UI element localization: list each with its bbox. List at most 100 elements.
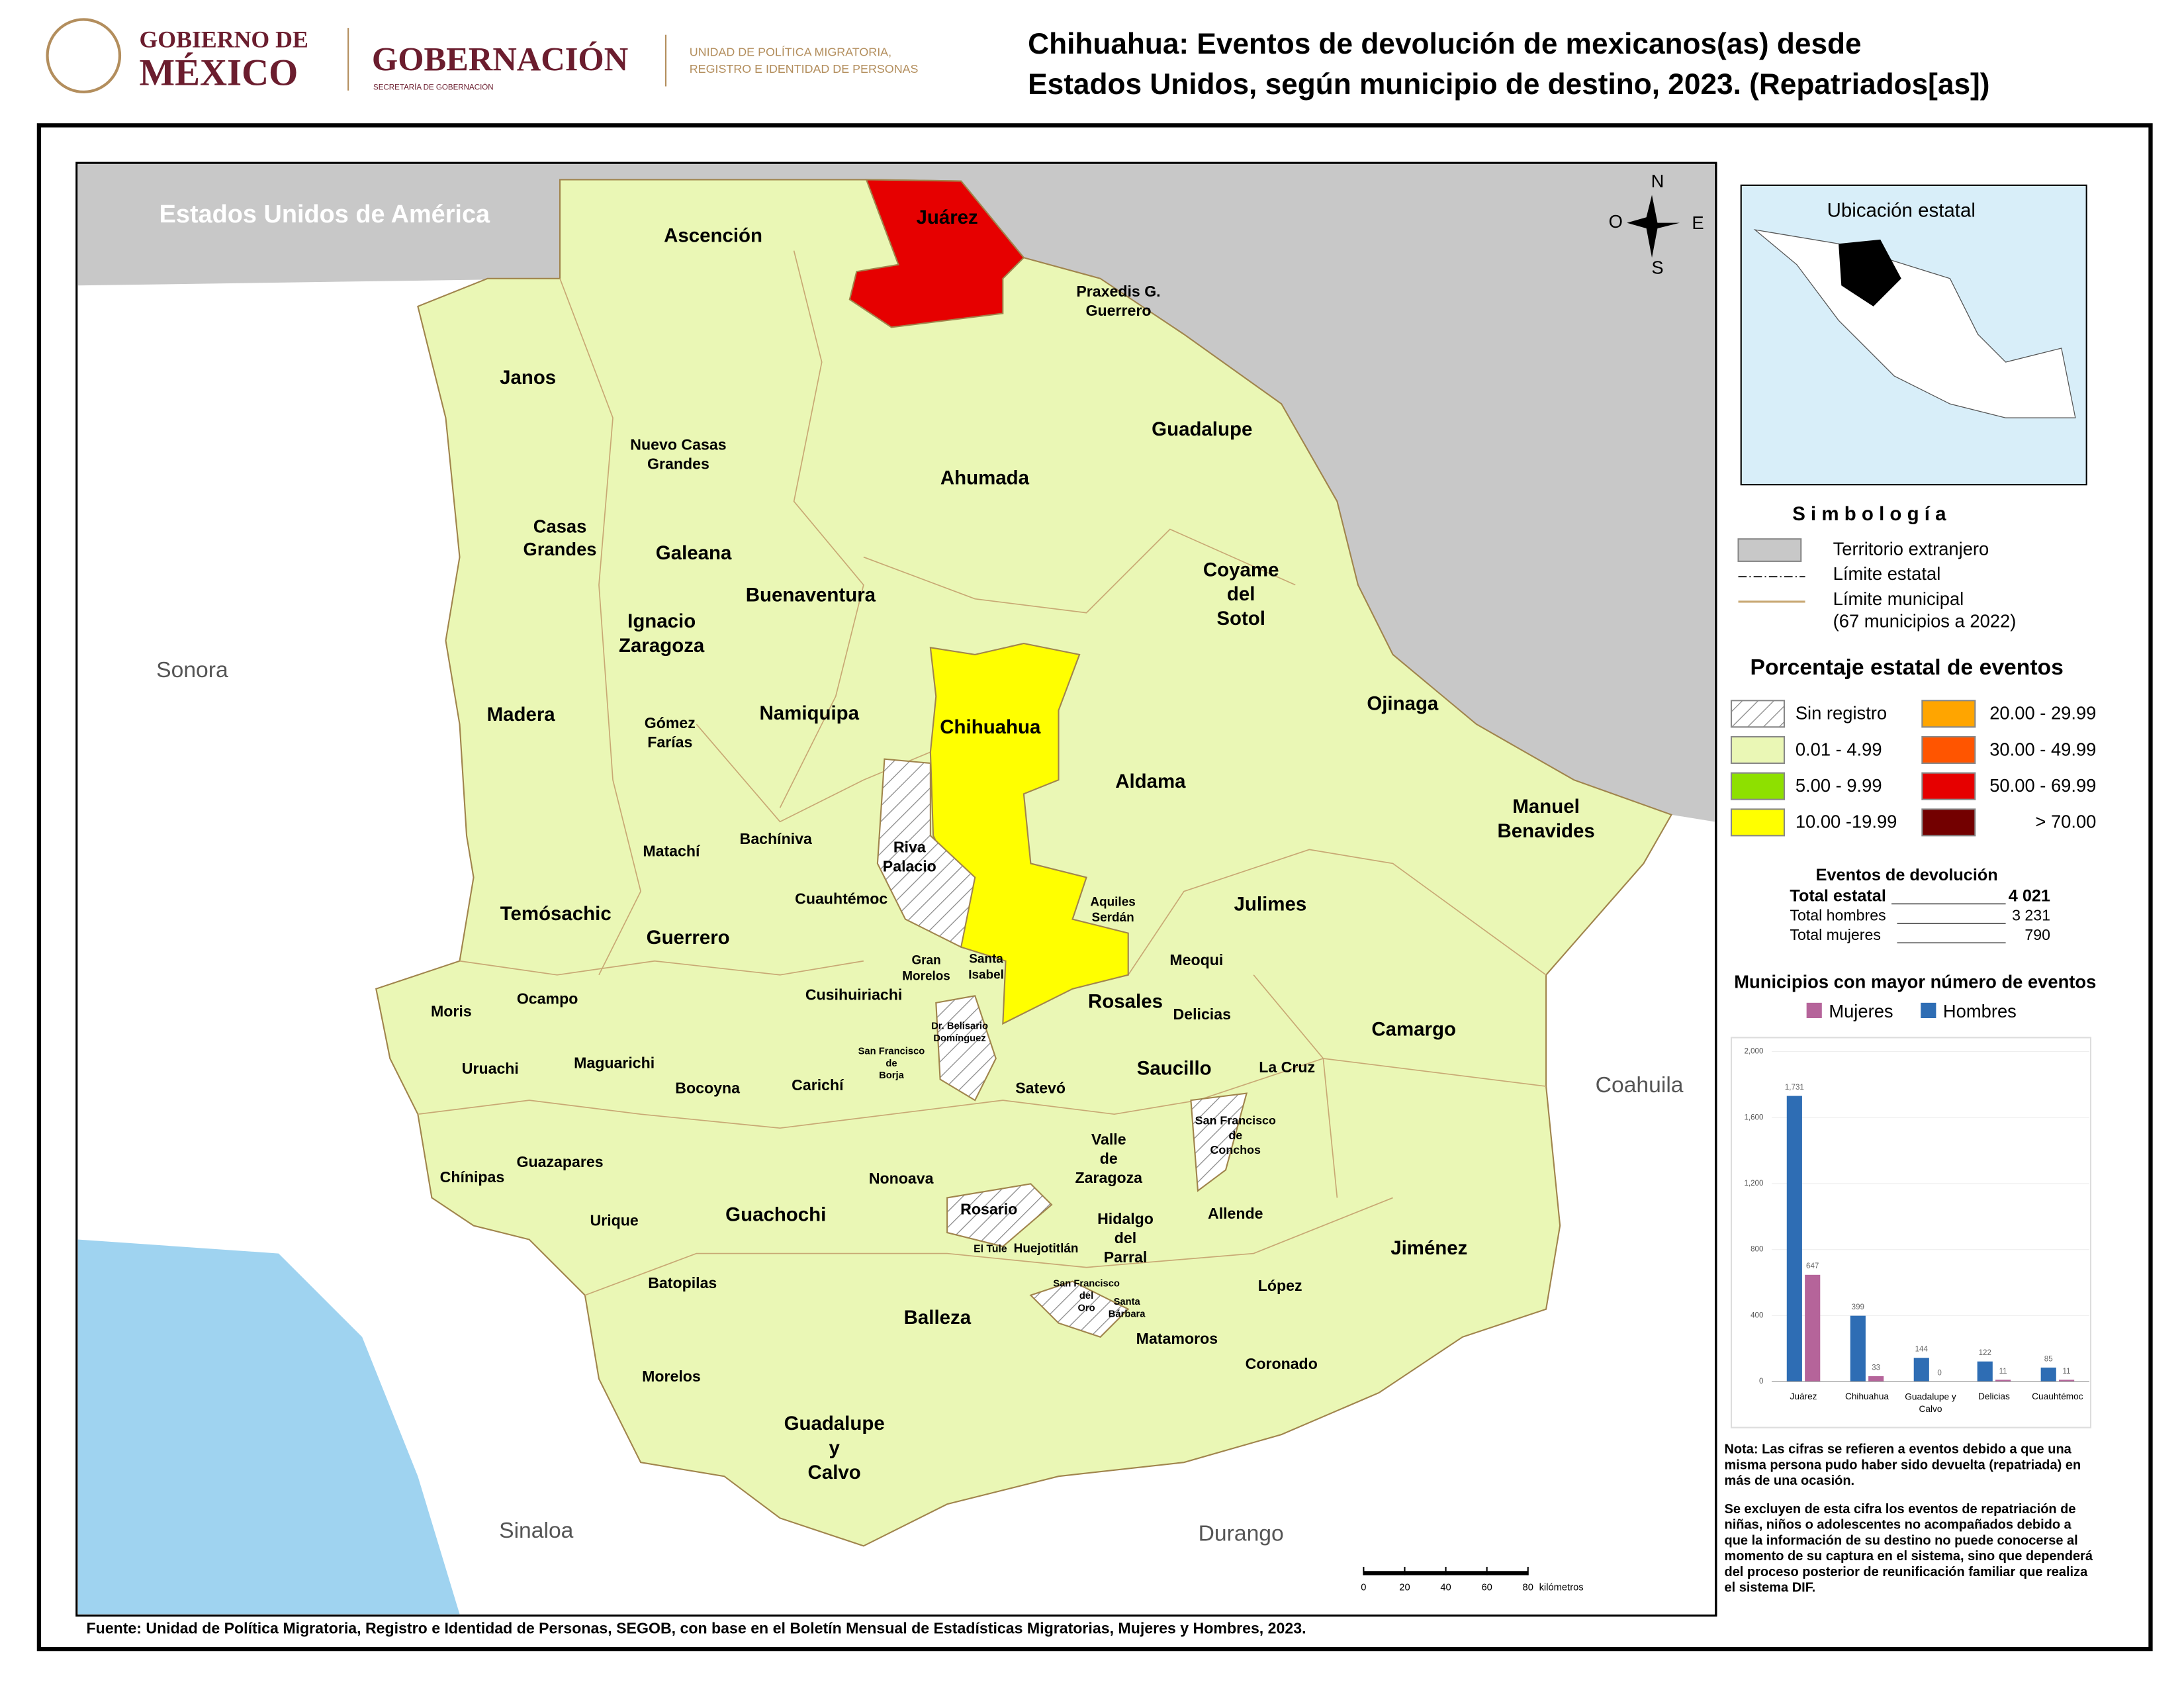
x-tick-label: Chihuahua [1845,1391,1889,1401]
municipality-label: Delicias [1173,1006,1231,1023]
legend-swatch [1730,808,1786,837]
municipality-label: Satevó [1015,1079,1066,1096]
logo-text: MÉXICO [139,52,298,94]
municipality-label: Bárbara [1109,1309,1146,1320]
municipality-label: Aldama [1115,771,1186,792]
municipality-label: Morelos [902,969,950,983]
symbology-title: S i m b o l o g í a [1792,503,1946,525]
municipality-label: Guazapares [516,1153,603,1170]
neighbor-label: Durango [1199,1521,1284,1546]
note: Nota: Las cifras se refieren a eventos d… [1724,1442,2071,1457]
municipality-label: Chínipas [440,1168,505,1186]
events-label: Total mujeres [1790,926,1881,943]
municipality-label: Guerrero [1085,302,1151,319]
legend-label: 0.01 - 4.99 [1796,739,1882,759]
neighbor-label: Coahuila [1596,1073,1684,1098]
municipality-label: Bocoyna [675,1079,741,1096]
municipality-label: Serdán [1091,911,1134,925]
legend-swatch [1921,700,1976,728]
note: niñas, niños o adolescentes no acompañad… [1724,1518,2071,1532]
logo-text: GOBERNACIÓN [372,40,628,77]
municipality-label: Aquiles [1090,895,1135,909]
municipality-label: Ahumada [940,467,1030,489]
title: Estados Unidos, según municipio de desti… [1028,68,1989,101]
data-label: 33 [1872,1364,1880,1372]
municipality-label: Meoqui [1169,951,1223,968]
title: Chihuahua: Eventos de devolución de mexi… [1028,28,1861,60]
outer-frame [36,123,2153,1652]
symbology-item: Límite estatal [1833,563,1941,584]
data-label: 144 [1915,1346,1929,1354]
chart-frame [1730,1037,2092,1429]
bar [1977,1361,1993,1382]
symbology-item: Territorio extranjero [1833,538,1989,559]
bar [1805,1274,1821,1382]
municipality-label: Santa [969,953,1003,966]
municipality-label: Praxedis G. [1076,283,1160,300]
y-tick-label: 0 [1759,1378,1763,1385]
municipality-label: Ojinaga [1367,692,1439,714]
note: que la información de su destino no pued… [1724,1533,2077,1548]
municipality-label: Namiquipa [760,702,860,724]
legend-label: 30.00 - 49.99 [1989,739,2096,759]
data-label: 85 [2044,1355,2053,1363]
municipality-label: Ocampo [517,990,578,1008]
municipality-label: Valle [1091,1131,1126,1148]
municipality-label: Isabel [968,968,1004,982]
inset-chihuahua [1839,239,1901,306]
municipality-label: Nuevo Casas [630,436,726,453]
municipality-label: Urique [590,1211,638,1229]
municipality-label: Balleza [904,1307,972,1329]
municipality-label: del [1227,583,1255,605]
municipality-label: Zaragoza [1075,1169,1143,1186]
municipality-label: Santa [1114,1297,1141,1307]
municipality-label: Chihuahua [940,716,1041,738]
municipality-label: Domínguez [933,1033,985,1044]
municipality-label: del [1079,1291,1093,1301]
municipality-label: Conchos [1210,1143,1261,1156]
x-tick-label: Juárez [1790,1391,1817,1401]
municipality-label: y [829,1437,840,1459]
municipality-label: Juárez [916,207,978,228]
y-tick-label: 2,000 [1744,1048,1763,1056]
legend-label: 20.00 - 29.99 [1989,703,2096,724]
municipality-label: Huejotitlán [1014,1242,1079,1256]
municipality-label: Coyame [1203,559,1279,581]
source: Fuente: Unidad de Política Migratoria, R… [86,1620,1306,1637]
municipality-label: Madera [487,704,556,726]
municipality-label: Buenaventura [746,584,876,606]
municipality-label: Bachíniva [740,830,813,847]
events-label: Total hombres [1790,907,1886,924]
municipality-label: Coronado [1246,1355,1318,1372]
municipality-label: de [886,1058,897,1069]
municipality-label: El Tule [974,1243,1007,1254]
sea [77,1239,460,1615]
municipality-label: Parral [1104,1248,1148,1266]
y-tick-label: 1,600 [1744,1113,1763,1121]
events-label: Total estatal [1790,887,1886,906]
municipality-label: del [1115,1229,1136,1246]
municipality-label: López [1258,1277,1302,1294]
logo-text: UNIDAD DE POLÍTICA MIGRATORIA, [690,46,891,59]
y-tick-label: 800 [1751,1246,1763,1254]
legend-swatch [1921,735,1976,765]
note: misma persona pudo haber sido devuelta (… [1724,1458,2081,1472]
legend-entry: Mujeres [1829,1001,1893,1021]
legend-swatch [1806,1002,1822,1018]
bar [2040,1367,2056,1382]
municipality-label: de [1228,1129,1242,1142]
municipality-label: Riva [893,838,927,855]
compass-rose [1627,195,1680,258]
bar [2059,1380,2075,1382]
scale-label: 60 [1481,1582,1492,1593]
municipality-label: Batopilas [648,1274,717,1291]
compass-label: O [1609,211,1623,232]
note: el sistema DIF. [1724,1581,1815,1595]
municipality-label: Rosario [960,1200,1017,1217]
municipality-label: Janos [500,367,556,389]
events-title: Eventos de devolución [1816,866,1998,884]
bar [1995,1380,2011,1382]
municipality-label: Ascención [664,224,762,246]
